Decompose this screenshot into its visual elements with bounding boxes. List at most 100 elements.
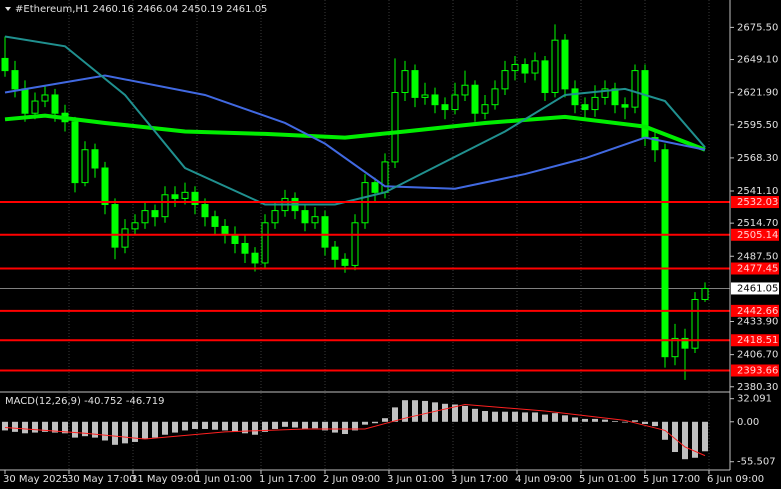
candle-body [271,210,279,224]
candle-body [521,64,529,74]
y-tick-label: 2568.30 [737,153,778,164]
level-label: 2532.03 [737,197,778,208]
candle-body [161,194,169,218]
macd-bar [352,421,358,431]
macd-bar [102,421,108,441]
candle-body [621,104,629,108]
candle-body [651,137,659,151]
level-label: 2442.66 [737,306,778,317]
macd-bar [112,421,118,445]
macd-bar [482,410,488,422]
macd-bar [612,421,618,422]
candle-body [231,234,239,244]
x-tick-label: 4 Jun 09:00 [515,474,572,485]
macd-bar [672,421,678,453]
candle-body [131,222,139,230]
moving-average [4,113,706,152]
y-tick-label: 32.091 [737,394,772,405]
macd-bar [402,400,408,422]
macd-bar [432,402,438,422]
macd-bar [622,421,628,423]
candle-body [251,252,259,264]
macd-bar [702,421,708,452]
macd-bar [82,421,88,437]
candle-body [591,96,599,111]
candle-body [141,210,149,224]
macd-bar [22,421,28,434]
x-tick-label: 30 May 17:00 [67,474,136,485]
macd-bar [72,421,78,438]
candle-body [541,60,549,94]
candle-body [381,161,389,193]
x-tick-label: 30 May 2025 [3,474,68,485]
macd-bar [132,421,138,442]
candle-body [481,104,489,114]
menu-triangle[interactable] [5,7,11,11]
candle-body [681,337,689,349]
macd-bar [222,421,228,431]
moving-average [4,35,706,206]
candle-body [441,104,449,111]
candle-body [421,94,429,98]
macd-title: MACD(12,26,9) -40.752 -46.719 [5,396,165,407]
macd-bar [382,418,388,422]
candle-body [331,246,339,260]
macd-bar [242,421,248,434]
macd-bar [152,421,158,438]
chart-title: #Ethereum,H1 2460.16 2466.04 2450.19 246… [15,4,267,15]
macd-bar [282,421,288,427]
macd-bar [682,421,688,460]
macd-bar [372,421,378,424]
candle-body [631,70,639,108]
macd-bar [272,421,278,429]
candle-body [351,222,359,266]
candle-body [181,191,189,199]
x-tick-label: 2 Jun 09:00 [323,474,380,485]
candle-body [501,70,509,90]
candle-body [51,94,59,114]
y-tick-label: 2380.30 [737,382,778,393]
candle-body [301,210,309,224]
candle-body [551,39,559,94]
candle-body [341,258,349,266]
macd-bar [182,421,188,431]
macd-bar [332,421,338,433]
candle-body [461,84,469,96]
macd-bar [232,421,238,432]
macd-bar [472,408,478,422]
macd-bar [252,421,258,435]
macd-bar [632,420,638,422]
level-label: 2418.51 [737,335,778,346]
moving-average [4,74,706,190]
macd-bar [642,421,648,424]
y-tick-label: 2595.50 [737,120,778,131]
candle-body [241,242,249,254]
candle-body [661,149,669,358]
candle-body [491,88,499,106]
level-label-box [731,228,779,241]
y-tick-label: 2649.10 [737,55,778,66]
candle-body [601,88,609,98]
macd-bar [442,403,448,422]
y-tick-label: 2541.10 [737,186,778,197]
macd-bar [542,414,548,422]
macd-bar [172,421,178,433]
macd-bar [552,413,558,422]
candle-body [261,222,269,264]
macd-bar [192,421,198,429]
candle-body [561,39,569,90]
candle-body [101,167,109,206]
macd-bar [602,419,608,422]
candle-body [191,191,199,206]
candle-body [401,70,409,94]
macd-bar [52,421,58,433]
candle-body [221,225,229,236]
candle-body [151,210,159,218]
macd-bar [62,421,68,434]
x-tick-label: 3 Jun 17:00 [451,474,508,485]
plot [0,24,730,460]
macd-bar [212,421,218,430]
